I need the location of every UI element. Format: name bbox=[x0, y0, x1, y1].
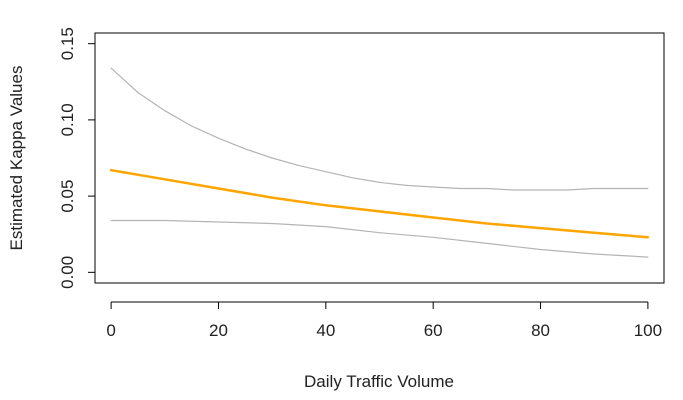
y-axis-title: Estimated Kappa Values bbox=[7, 66, 26, 251]
y-tick-label: 0.00 bbox=[58, 256, 77, 289]
estimate-line bbox=[109, 168, 650, 239]
x-axis: 0 20 40 60 80 100 bbox=[106, 301, 662, 340]
lower-bound-line bbox=[110, 219, 649, 258]
x-axis-title: Daily Traffic Volume bbox=[304, 372, 454, 391]
y-tick-label: 0.10 bbox=[58, 103, 77, 136]
plot-frame bbox=[94, 32, 665, 284]
upper-bound-line bbox=[110, 67, 649, 191]
x-tick-label: 100 bbox=[634, 321, 662, 340]
y-tick-label: 0.15 bbox=[58, 27, 77, 60]
y-axis: 0.00 0.05 0.10 0.15 bbox=[58, 27, 96, 289]
y-tick-label: 0.05 bbox=[58, 180, 77, 213]
x-tick-label: 60 bbox=[424, 321, 443, 340]
series-lines bbox=[109, 67, 650, 258]
x-tick-label: 40 bbox=[316, 321, 335, 340]
x-tick-label: 20 bbox=[209, 321, 228, 340]
x-tick-label: 0 bbox=[106, 321, 115, 340]
x-tick-label: 80 bbox=[531, 321, 550, 340]
